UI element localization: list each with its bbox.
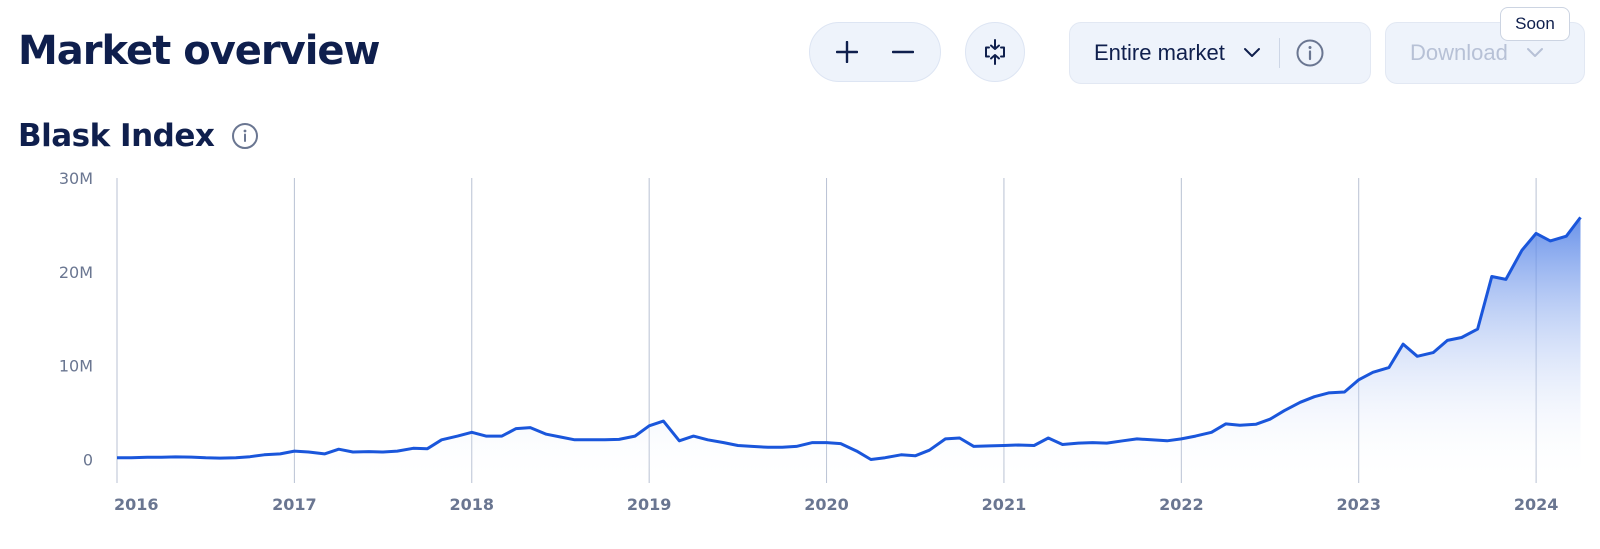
chevron-down-icon xyxy=(1243,47,1261,59)
divider xyxy=(1278,38,1280,68)
x-tick-label-2020: 2020 xyxy=(804,495,849,514)
market-select[interactable]: Entire market xyxy=(1069,22,1371,84)
section-title: Blask Index xyxy=(18,118,259,154)
x-tick-label-2017: 2017 xyxy=(272,495,317,514)
x-tick-label-2016: 2016 xyxy=(114,495,159,514)
y-tick-label-20M: 20M xyxy=(59,263,93,282)
x-tick-label-2018: 2018 xyxy=(450,495,495,514)
y-tick-label-30M: 30M xyxy=(59,170,93,188)
page-title: Market overview xyxy=(18,28,381,74)
section-title-text: Blask Index xyxy=(18,118,215,154)
blask-index-chart: 0 10M 20M 30M 2016 2017 2018 2019 2020 2021 2022 20… xyxy=(59,170,1582,514)
plus-icon xyxy=(836,41,858,63)
market-select-label: Entire market xyxy=(1094,40,1225,65)
zoom-in-button[interactable] xyxy=(832,37,862,67)
collapse-arrows-icon xyxy=(985,39,1005,65)
series-area xyxy=(117,217,1581,483)
y-tick-label-0: 0 xyxy=(83,451,93,470)
soon-badge: Soon xyxy=(1500,7,1570,41)
download-label: Download xyxy=(1410,40,1508,65)
series-line xyxy=(117,216,1582,461)
x-tick-label-2023: 2023 xyxy=(1336,495,1381,514)
x-tick-label-2021: 2021 xyxy=(982,495,1027,514)
zoom-out-button[interactable] xyxy=(888,37,918,67)
info-icon[interactable] xyxy=(232,123,259,149)
y-tick-label-10M: 10M xyxy=(59,357,93,376)
x-tick-label-2019: 2019 xyxy=(627,495,672,514)
minus-icon xyxy=(892,50,914,54)
collapse-button[interactable] xyxy=(965,22,1025,82)
x-tick-label-2022: 2022 xyxy=(1159,495,1204,514)
chevron-down-icon xyxy=(1526,47,1544,59)
zoom-controls xyxy=(809,22,941,82)
info-icon[interactable] xyxy=(1296,39,1324,67)
x-tick-label-2024: 2024 xyxy=(1514,495,1559,514)
